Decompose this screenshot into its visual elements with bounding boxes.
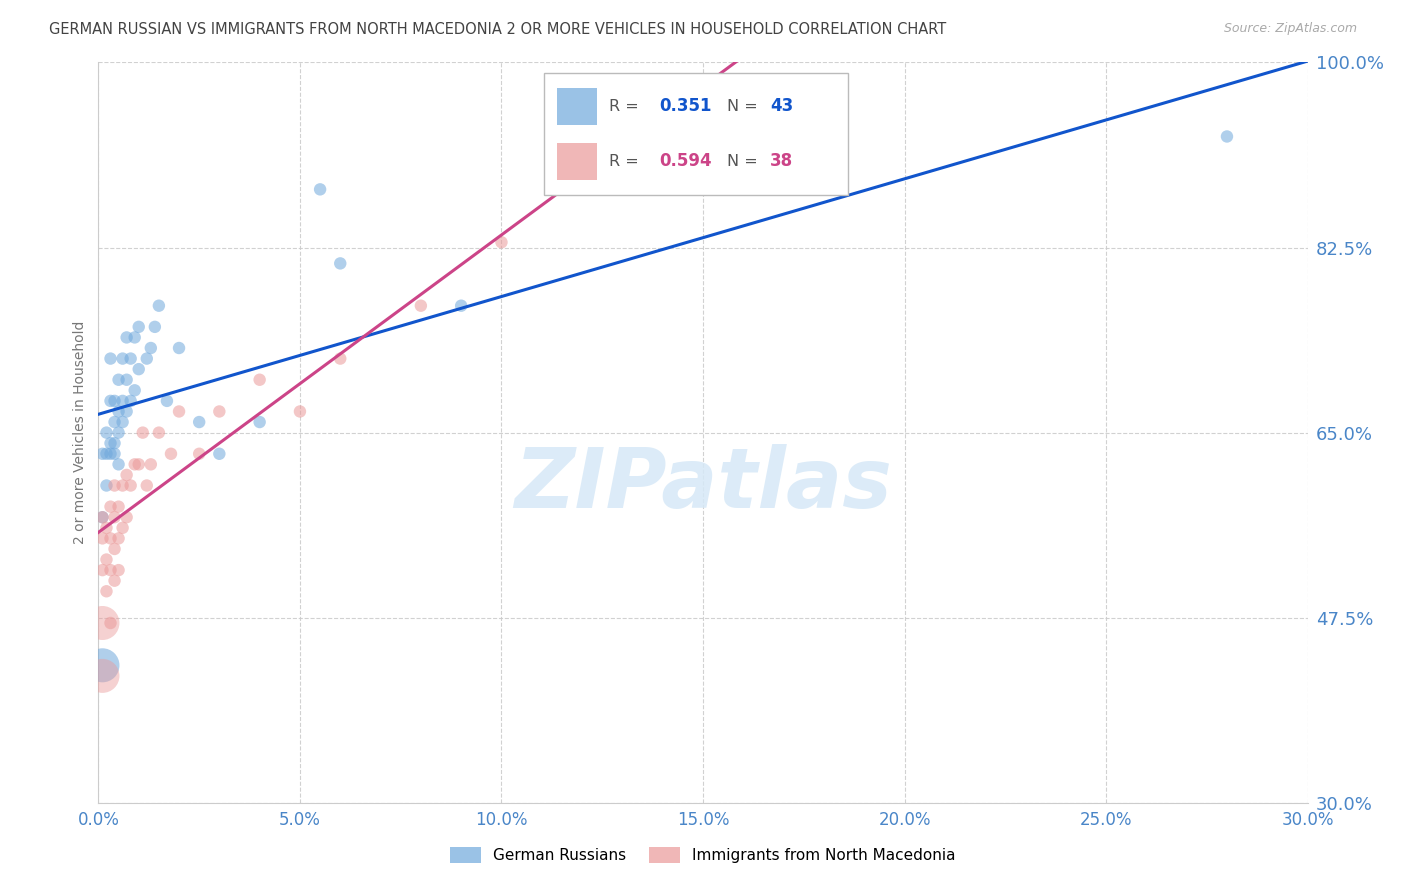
Point [124, 384, 146, 398]
Point [100, 436, 122, 450]
Point [111, 351, 134, 366]
Point [91, 669, 114, 683]
Point [91, 447, 114, 461]
Point [208, 447, 231, 461]
Point [111, 415, 134, 429]
Text: 0.351: 0.351 [659, 97, 711, 115]
Point [612, 161, 634, 176]
Point [120, 351, 142, 366]
Point [100, 393, 122, 408]
Point [107, 563, 129, 577]
Point [409, 299, 432, 313]
Point [450, 299, 472, 313]
Text: 38: 38 [770, 153, 793, 170]
Point [120, 393, 142, 408]
Point [107, 458, 129, 472]
Point [107, 373, 129, 387]
Point [167, 341, 190, 355]
Point [143, 319, 166, 334]
Point [124, 330, 146, 344]
Point [103, 510, 125, 524]
Point [132, 425, 155, 440]
FancyBboxPatch shape [557, 87, 598, 125]
Point [111, 521, 134, 535]
Point [91, 532, 114, 546]
Point [103, 574, 125, 588]
Text: N =: N = [727, 153, 763, 169]
Text: GERMAN RUSSIAN VS IMMIGRANTS FROM NORTH MACEDONIA 2 OR MORE VEHICLES IN HOUSEHOL: GERMAN RUSSIAN VS IMMIGRANTS FROM NORTH … [49, 22, 946, 37]
Point [288, 404, 311, 418]
Y-axis label: 2 or more Vehicles in Household: 2 or more Vehicles in Household [73, 321, 87, 544]
Point [103, 541, 125, 556]
Point [120, 478, 142, 492]
FancyBboxPatch shape [557, 143, 598, 180]
Point [249, 415, 271, 429]
Point [107, 404, 129, 418]
Legend: German Russians, Immigrants from North Macedonia: German Russians, Immigrants from North M… [444, 841, 962, 869]
Text: N =: N = [727, 99, 763, 114]
Point [103, 478, 125, 492]
Point [208, 404, 231, 418]
Text: R =: R = [609, 99, 644, 114]
Point [115, 510, 138, 524]
Point [188, 447, 211, 461]
Point [160, 447, 183, 461]
Point [107, 500, 129, 514]
Point [128, 319, 150, 334]
Point [309, 182, 332, 196]
Point [100, 447, 122, 461]
Point [91, 510, 114, 524]
Text: ZIPatlas: ZIPatlas [515, 444, 891, 525]
Text: 43: 43 [770, 97, 793, 115]
Point [491, 235, 513, 250]
Point [115, 373, 138, 387]
Text: R =: R = [609, 153, 644, 169]
Point [115, 404, 138, 418]
Point [128, 362, 150, 376]
Point [156, 393, 179, 408]
Point [249, 373, 271, 387]
Point [139, 458, 162, 472]
Point [188, 415, 211, 429]
Point [103, 447, 125, 461]
Point [96, 478, 118, 492]
Point [100, 563, 122, 577]
Point [329, 351, 352, 366]
Point [1216, 129, 1239, 144]
Point [135, 351, 157, 366]
FancyBboxPatch shape [544, 72, 848, 195]
Point [124, 458, 146, 472]
Point [135, 478, 157, 492]
Point [91, 615, 114, 630]
Point [91, 510, 114, 524]
Point [96, 521, 118, 535]
Point [111, 478, 134, 492]
Point [115, 330, 138, 344]
Point [329, 256, 352, 270]
Point [100, 532, 122, 546]
Point [96, 552, 118, 566]
Point [91, 563, 114, 577]
Point [167, 404, 190, 418]
Text: 0.594: 0.594 [659, 153, 711, 170]
Point [96, 447, 118, 461]
Text: Source: ZipAtlas.com: Source: ZipAtlas.com [1223, 22, 1357, 36]
Point [96, 425, 118, 440]
Point [128, 458, 150, 472]
Point [103, 393, 125, 408]
Point [91, 658, 114, 673]
Point [107, 425, 129, 440]
Point [100, 615, 122, 630]
Point [100, 351, 122, 366]
Point [96, 584, 118, 599]
Point [148, 425, 170, 440]
Point [103, 415, 125, 429]
Point [103, 436, 125, 450]
Point [115, 467, 138, 482]
Point [100, 500, 122, 514]
Point [111, 393, 134, 408]
Point [148, 299, 170, 313]
Point [107, 532, 129, 546]
Point [139, 341, 162, 355]
